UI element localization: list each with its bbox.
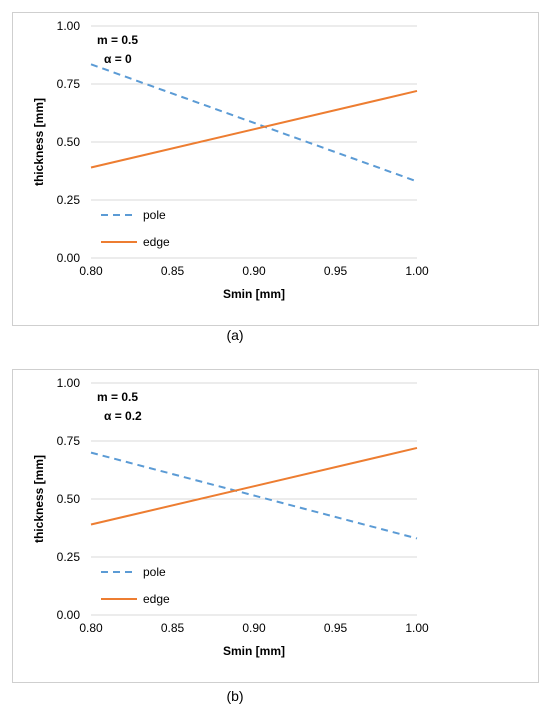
x-tick-label: 0.85 — [161, 621, 185, 635]
caption-b: (b) — [226, 688, 244, 704]
y-tick-label: 0.50 — [57, 492, 81, 506]
series-line-edge — [90, 89, 418, 169]
y-tick-label: 0.00 — [57, 608, 81, 622]
x-axis-title: Smin [mm] — [223, 644, 285, 658]
chart-panel-a: 0.00 0.25 0.50 0.75 1.00 0.80 0.85 0.90 0.95 1.00… — [12, 12, 539, 326]
caption-a: (a) — [226, 327, 244, 343]
x-tick-label: 0.90 — [242, 264, 266, 278]
annotation-1: α = 0 — [104, 52, 132, 66]
y-tick-label: 0.25 — [57, 193, 81, 207]
x-tick-label: 0.95 — [324, 621, 348, 635]
x-tick-label: 0.80 — [79, 621, 103, 635]
x-tick-label: 0.80 — [79, 264, 103, 278]
y-tick-label: 1.00 — [57, 19, 81, 33]
y-tick-label: 0.00 — [57, 251, 81, 265]
x-tick-label: 1.00 — [405, 264, 429, 278]
series-line-pole — [90, 451, 418, 540]
x-axis-title: Smin [mm] — [223, 287, 285, 301]
y-tick-label: 0.75 — [57, 77, 81, 91]
legend-label-pole: pole — [143, 565, 166, 579]
series-line-pole — [90, 63, 418, 183]
y-tick-label: 1.00 — [57, 376, 81, 390]
chart-svg-b: 0.00 0.25 0.50 0.75 1.00 0.80 0.85 0.90 0.95 1.00… — [32, 376, 429, 658]
annotation-0: m = 0.5 — [97, 390, 138, 404]
legend-label-edge: edge — [143, 235, 170, 249]
y-axis-title: thickness [mm] — [32, 455, 46, 543]
chart-panel-b: 0.00 0.25 0.50 0.75 1.00 0.80 0.85 0.90 0.95 1.00… — [12, 369, 539, 683]
annotation-1: α = 0.2 — [104, 409, 142, 423]
y-tick-label: 0.50 — [57, 135, 81, 149]
annotation-0: m = 0.5 — [97, 33, 138, 47]
legend-label-edge: edge — [143, 592, 170, 606]
x-tick-label: 0.95 — [324, 264, 348, 278]
y-axis-title: thickness [mm] — [32, 98, 46, 186]
y-tick-label: 0.25 — [57, 550, 81, 564]
x-tick-label: 1.00 — [405, 621, 429, 635]
chart-svg-a: 0.00 0.25 0.50 0.75 1.00 0.80 0.85 0.90 0.95 1.00… — [32, 19, 429, 301]
series-line-edge — [90, 446, 418, 526]
y-tick-label: 0.75 — [57, 434, 81, 448]
legend-label-pole: pole — [143, 208, 166, 222]
x-tick-label: 0.90 — [242, 621, 266, 635]
x-tick-label: 0.85 — [161, 264, 185, 278]
